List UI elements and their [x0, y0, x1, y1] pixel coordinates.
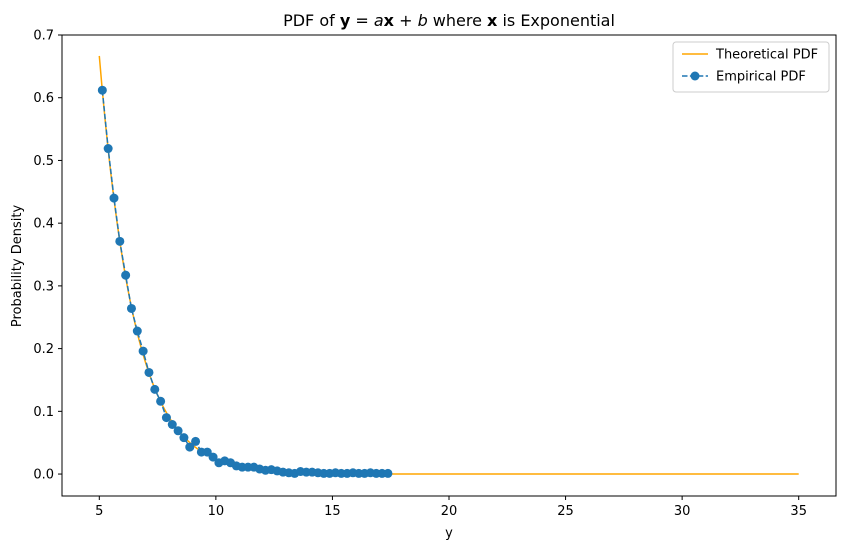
- x-tick-label: 20: [441, 504, 458, 519]
- x-axis-label: y: [445, 526, 453, 541]
- y-tick-label: 0.6: [33, 91, 54, 106]
- empirical-pdf-point: [185, 442, 195, 452]
- x-tick-label: 35: [790, 504, 807, 519]
- x-tick-label: 5: [95, 504, 103, 519]
- plot-area: [97, 55, 799, 478]
- empirical-pdf-point: [97, 85, 107, 95]
- legend-box: [672, 41, 830, 93]
- x-tick-label: 30: [674, 504, 691, 519]
- empirical-pdf-point: [132, 326, 142, 336]
- empirical-pdf-point: [167, 420, 177, 429]
- x-tick-label: 15: [324, 504, 341, 519]
- x-tick-label: 25: [557, 504, 574, 519]
- chart-title: PDF of y = ax + b where x is Exponential: [283, 11, 615, 30]
- empirical-pdf-point: [161, 413, 171, 423]
- empirical-pdf-point: [179, 433, 189, 443]
- y-tick-label: 0.0: [33, 468, 54, 483]
- legend-label-theoretical: Theoretical PDF: [715, 48, 818, 63]
- legend-label-empirical: Empirical PDF: [716, 70, 806, 85]
- y-tick-label: 0.2: [33, 342, 54, 357]
- empirical-pdf-point: [156, 396, 166, 406]
- empirical-pdf-point: [202, 447, 212, 457]
- x-tick-label: 10: [208, 504, 225, 519]
- y-tick-label: 0.1: [33, 405, 54, 420]
- empirical-pdf-point: [109, 193, 119, 203]
- empirical-pdf-point: [150, 384, 160, 394]
- empirical-pdf-point: [208, 452, 218, 462]
- empirical-pdf-point: [138, 346, 148, 356]
- y-tick-label: 0.5: [33, 154, 54, 169]
- empirical-pdf-point: [121, 270, 131, 280]
- empirical-pdf-point: [191, 436, 201, 446]
- legend: Theoretical PDF Empirical PDF: [672, 41, 830, 93]
- empirical-pdf-point: [115, 236, 125, 246]
- x-axis: 5 10 15 20 25 30 35: [95, 496, 807, 519]
- empirical-pdf-point: [383, 468, 393, 478]
- empirical-pdf-point: [103, 144, 113, 154]
- legend-marker-empirical: [690, 71, 700, 81]
- y-axis-label: Probability Density: [10, 205, 25, 328]
- empirical-pdf-point: [173, 426, 183, 436]
- y-tick-label: 0.3: [33, 279, 54, 294]
- empirical-pdf-point: [144, 367, 154, 377]
- y-axis: 0.0 0.1 0.2 0.3 0.4 0.5 0.6 0.7: [33, 29, 62, 483]
- y-tick-label: 0.4: [33, 217, 54, 232]
- y-tick-label: 0.7: [33, 29, 54, 44]
- empirical-pdf-point: [126, 303, 136, 313]
- axes-frame: [61, 34, 837, 497]
